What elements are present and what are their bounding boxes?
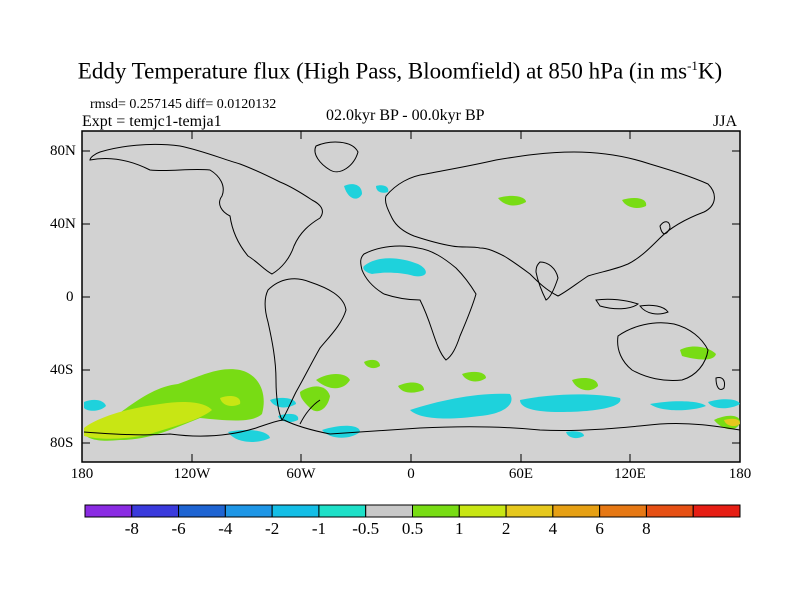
lon-label-180-east: 180 <box>728 466 752 482</box>
colorbar <box>84 504 741 518</box>
season-text: JJA <box>713 113 738 130</box>
lat-label-40n: 40N <box>50 216 76 232</box>
colorbar-segment <box>318 504 367 518</box>
lon-label-120w: 120W <box>173 466 211 482</box>
cyan-region-south-pacific-east <box>708 399 740 409</box>
colorbar-segment <box>552 504 601 518</box>
green-region-south-atlantic-west <box>316 374 350 389</box>
colorbar-tick-label: -1 <box>311 519 327 538</box>
lon-label-180-west: 180 <box>70 466 94 482</box>
colorbar-segment <box>271 504 320 518</box>
colorbar-segment <box>645 504 694 518</box>
cyan-region-north-atlantic <box>344 184 362 199</box>
lat-label-80s: 80S <box>50 435 74 451</box>
cyan-region-sahara <box>363 258 426 277</box>
axis-ticks <box>82 131 740 462</box>
lon-label-120e: 120E <box>614 466 646 482</box>
green-region-asia-2 <box>622 198 647 208</box>
yellow-region-small <box>220 396 241 406</box>
orange-region-ross <box>724 418 740 427</box>
cyan-region-south-indian-1 <box>410 393 512 419</box>
colorbar-segment <box>599 504 647 518</box>
colorbar-tick-label: 2 <box>501 519 511 538</box>
colorbar-segment <box>365 504 414 518</box>
colorbar-segment <box>224 504 273 518</box>
experiment-text: Expt = temjc1-temja1 <box>82 113 222 130</box>
lat-label-40s: 40S <box>50 362 74 378</box>
green-region-small-atlantic <box>364 359 380 369</box>
colorbar-tick-label: -0.5 <box>352 519 380 538</box>
green-region-indian-1 <box>462 371 486 382</box>
colorbar-tick-label: 0.5 <box>401 519 424 538</box>
colorbar-tick-label: 6 <box>595 519 604 538</box>
green-region-asia-1 <box>498 195 526 206</box>
lon-label-60w: 60W <box>286 466 316 482</box>
cyan-region-5 <box>322 425 360 438</box>
colorbar-segment <box>458 504 507 518</box>
colorbar-segment <box>84 504 133 518</box>
colorbar-segment <box>131 504 180 518</box>
rmsd-diff-text: rmsd= 0.257145 diff= 0.0120132 <box>90 97 277 112</box>
period-text: 02.0kyr BP - 00.0kyr BP <box>326 107 485 124</box>
cyan-region-south-indian-3 <box>650 401 706 411</box>
colorbar-segment <box>178 504 226 518</box>
coastlines <box>83 141 741 437</box>
yellow-region-south-pacific <box>84 402 212 439</box>
map-title: Eddy Temperature flux (High Pass, Bloomf… <box>77 58 723 84</box>
anomaly-regions <box>84 184 740 442</box>
lat-label-0: 0 <box>66 289 74 305</box>
colorbar-tick-label: -4 <box>218 519 233 538</box>
lon-label-0: 0 <box>407 466 415 482</box>
colorbar-tick-label: 1 <box>455 519 464 538</box>
colorbar-tick-label: 8 <box>642 519 651 538</box>
colorbar-segment <box>412 504 460 518</box>
colorbar-tick-label: 4 <box>548 519 558 538</box>
cyan-region-iceland <box>376 185 389 193</box>
green-region-indian-2 <box>572 378 598 391</box>
cyan-region-south-indian-2 <box>520 394 621 412</box>
colorbar-tick-label: -2 <box>265 519 280 538</box>
lon-label-60e: 60E <box>508 466 534 482</box>
colorbar-tick-label: -8 <box>124 519 139 538</box>
cyan-region-antarctic <box>566 431 584 439</box>
green-region-argentina <box>300 386 330 412</box>
colorbar-tick-label: -6 <box>171 519 186 538</box>
colorbar-segment <box>505 504 554 518</box>
colorbar-segment <box>692 504 741 518</box>
green-region-atlantic <box>398 382 424 393</box>
lat-label-80n: 80N <box>50 143 76 159</box>
cyan-region-4 <box>228 430 270 442</box>
cyan-region-1 <box>84 399 106 411</box>
